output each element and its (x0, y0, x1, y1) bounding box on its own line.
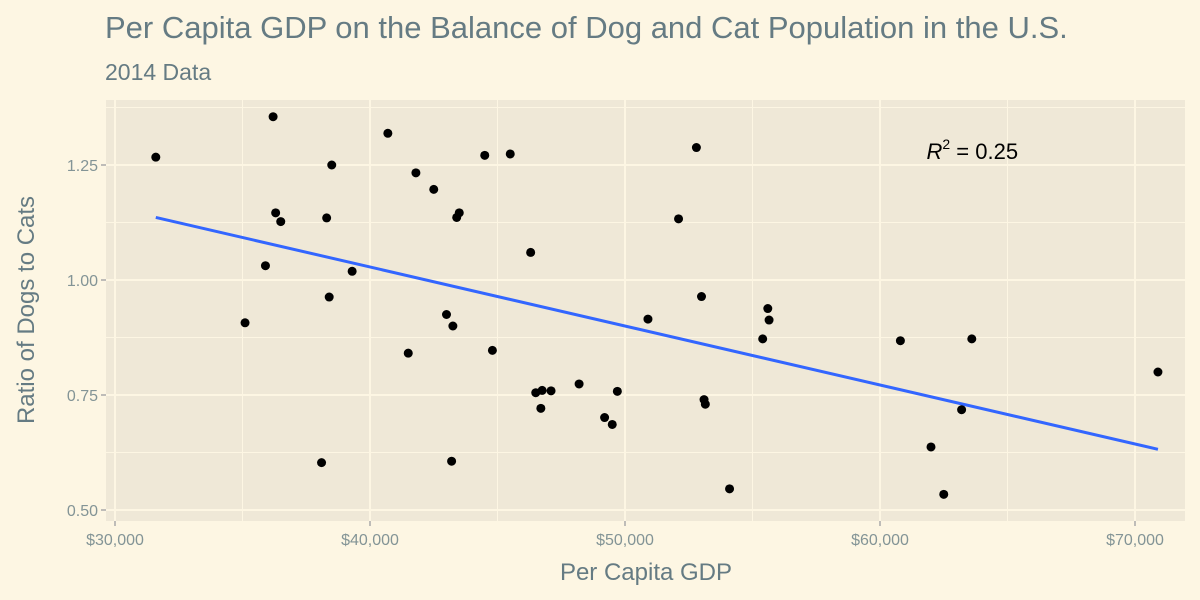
data-point (324, 292, 334, 302)
data-point (505, 149, 515, 159)
y-tick-label: 1.00 (67, 273, 98, 290)
data-point (957, 405, 967, 415)
data-point (429, 184, 439, 194)
data-point (758, 334, 768, 344)
chart-subtitle: 2014 Data (105, 59, 211, 85)
x-tick-label: $40,000 (341, 532, 399, 549)
data-point (454, 208, 464, 218)
data-point (151, 152, 161, 162)
data-point (411, 168, 421, 178)
data-point (764, 315, 774, 325)
data-point (268, 112, 278, 122)
data-point (697, 292, 706, 302)
data-point (643, 314, 653, 324)
data-point (276, 217, 286, 227)
data-point (240, 318, 250, 328)
x-tick-label: $60,000 (851, 532, 909, 549)
data-point (612, 386, 622, 396)
x-tick-label: $50,000 (596, 532, 654, 549)
y-tick-label: 0.75 (67, 388, 98, 405)
trend-line (155, 215, 1159, 451)
y-tick-label: 1.25 (67, 158, 98, 175)
data-point (260, 261, 270, 271)
data-point (317, 458, 327, 468)
data-point (763, 304, 773, 314)
axis-tick-labels: $30,000 $40,000 $50,000 $60,000 $70,000 0.50 0… (67, 158, 1164, 549)
minor-gridlines (106, 100, 1185, 521)
r-squared-annotation: R2 = 0.25 (927, 136, 1019, 164)
data-point (939, 489, 949, 499)
data-point (447, 456, 457, 466)
data-point (480, 150, 490, 160)
data-point (967, 334, 977, 344)
data-point (327, 160, 337, 170)
data-point (383, 128, 393, 138)
data-point (526, 247, 536, 257)
data-point (1153, 367, 1163, 377)
data-point (691, 143, 701, 153)
r-squared-value: = 0.25 (950, 139, 1018, 164)
r-squared-exponent: 2 (942, 136, 950, 152)
x-axis-title: Per Capita GDP (560, 559, 732, 586)
x-tick-label: $30,000 (86, 532, 144, 549)
y-axis-title: Ratio of Dogs to Cats (13, 196, 40, 424)
data-points (151, 112, 1163, 499)
data-point (347, 266, 357, 276)
data-point (926, 442, 936, 452)
axis-ticks (101, 164, 1136, 526)
data-point (536, 403, 546, 413)
data-point (448, 321, 458, 331)
data-point (674, 214, 684, 224)
data-point (537, 385, 547, 395)
data-point (574, 379, 584, 389)
data-point (600, 413, 610, 423)
major-gridlines (106, 100, 1185, 521)
y-tick-label: 0.50 (67, 503, 98, 520)
data-point (895, 336, 905, 346)
chart-title: Per Capita GDP on the Balance of Dog and… (105, 10, 1068, 45)
data-point (546, 386, 556, 396)
x-tick-label: $70,000 (1106, 532, 1164, 549)
r-squared-base: R (927, 139, 943, 164)
data-point (700, 399, 710, 409)
data-point (607, 419, 617, 429)
data-point (403, 348, 413, 358)
data-point (725, 484, 735, 494)
plot-panel (106, 100, 1185, 521)
data-point (322, 213, 332, 223)
data-point (487, 345, 497, 355)
data-point (271, 208, 281, 218)
data-point (442, 310, 451, 319)
